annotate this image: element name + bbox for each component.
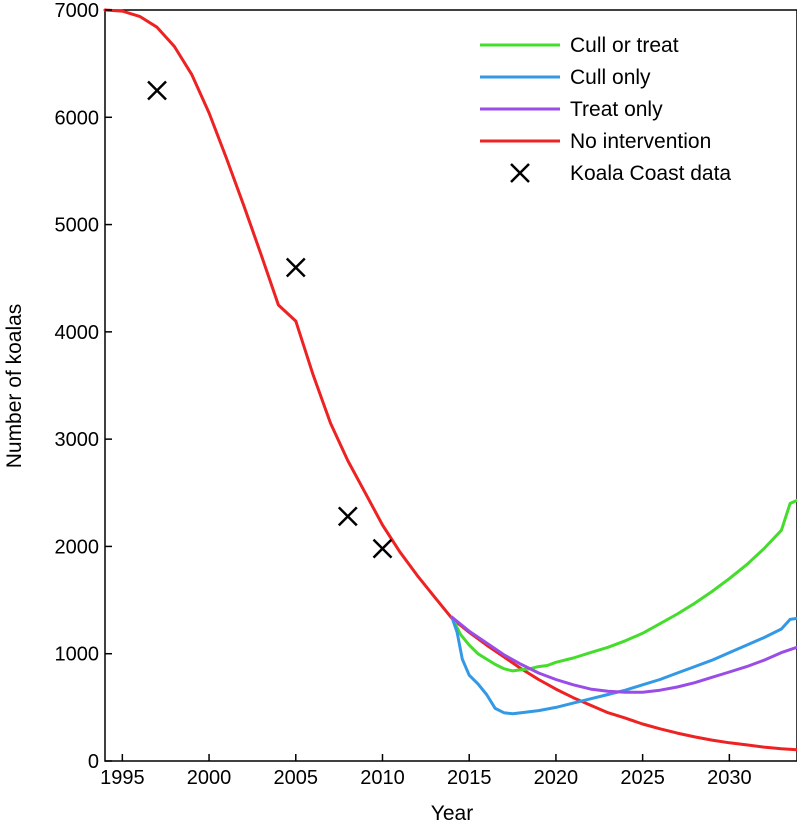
legend-item: Koala Coast data bbox=[510, 162, 731, 185]
legend-item: Cull only bbox=[480, 66, 651, 89]
legend-label: Cull only bbox=[570, 66, 651, 89]
legend-label: No intervention bbox=[570, 130, 711, 153]
koala-coast-data-point bbox=[147, 80, 167, 101]
x-axis-label: Year bbox=[431, 802, 473, 825]
series-line-no-intervention bbox=[103, 8, 797, 752]
legend-item: No intervention bbox=[480, 130, 711, 153]
x-tick-label: 2025 bbox=[620, 767, 665, 789]
series-layer bbox=[103, 8, 797, 752]
x-tick-label: 2010 bbox=[360, 767, 405, 789]
plot-frame bbox=[104, 9, 797, 762]
legend-item: Treat only bbox=[480, 98, 663, 121]
legend-label: Cull or treat bbox=[570, 34, 679, 57]
scatter-layer bbox=[147, 80, 393, 559]
koala-coast-data-point bbox=[285, 257, 306, 278]
x-tick-label: 2030 bbox=[707, 767, 752, 789]
y-tick-label: 0 bbox=[88, 751, 99, 773]
x-tick-label: 2015 bbox=[447, 767, 492, 789]
koala-coast-data-point bbox=[372, 538, 393, 559]
series-line-treat-only bbox=[450, 615, 797, 694]
y-tick-label: 6000 bbox=[55, 107, 100, 129]
y-tick-label: 5000 bbox=[55, 215, 100, 237]
koala-coast-data-point bbox=[337, 506, 358, 527]
y-axis-label: Number of koalas bbox=[3, 304, 26, 469]
x-tick-label: 1995 bbox=[100, 767, 145, 789]
plot-area bbox=[103, 8, 797, 762]
legend: Cull or treat Cull only Treat only No inter… bbox=[480, 34, 731, 185]
x-axis-ticks: 1995 2000 2005 2010 2015 2020 2025 2030 bbox=[100, 754, 752, 789]
series-line-cull-or-treat bbox=[450, 498, 797, 673]
legend-item: Cull or treat bbox=[480, 34, 679, 57]
x-tick-label: 2020 bbox=[534, 767, 579, 789]
x-tick-label: 2005 bbox=[274, 767, 319, 789]
y-tick-label: 7000 bbox=[55, 0, 100, 22]
legend-label: Treat only bbox=[570, 98, 663, 121]
y-tick-label: 3000 bbox=[55, 429, 100, 451]
x-tick-label: 2000 bbox=[187, 767, 232, 789]
y-tick-label: 4000 bbox=[55, 322, 100, 344]
y-tick-label: 2000 bbox=[55, 536, 100, 558]
y-tick-label: 1000 bbox=[55, 644, 100, 666]
legend-label: Koala Coast data bbox=[570, 162, 731, 185]
series-line-cull-only bbox=[450, 615, 797, 716]
y-axis-ticks: 0 1000 2000 3000 4000 5000 6000 7000 bbox=[55, 0, 112, 773]
